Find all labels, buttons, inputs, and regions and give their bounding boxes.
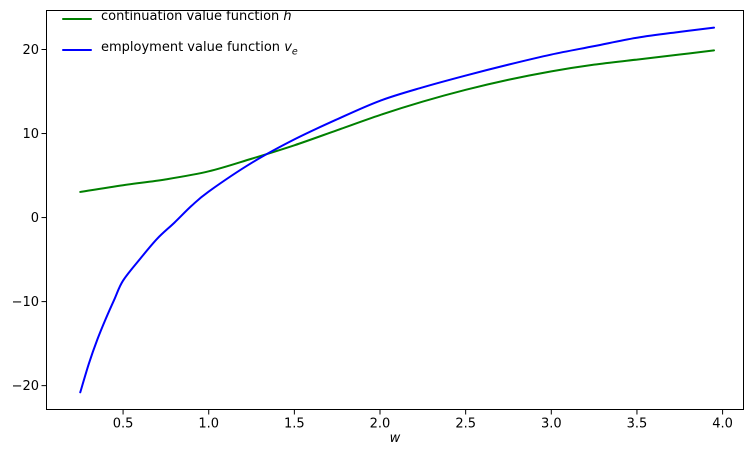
series-line-ve	[79, 26, 716, 394]
x-tick-label: 3.0	[541, 417, 562, 432]
legend-item-ve: employment value function ve	[62, 40, 298, 61]
x-axis-label: w	[390, 431, 401, 446]
legend-label-h-text: continuation value function	[101, 8, 284, 24]
legend-item-h: continuation value function h	[62, 9, 298, 30]
series-lines	[79, 26, 716, 394]
legend-label-ve-sub: e	[291, 46, 298, 58]
x-tick-label: 1.5	[284, 417, 305, 432]
legend-line-h	[62, 17, 92, 21]
y-axis-ticks: −20 −10 0 10 20	[12, 43, 46, 394]
series-line-h	[79, 49, 716, 193]
x-tick-label: 2.0	[370, 417, 391, 432]
y-tick-label: 0	[31, 211, 39, 226]
x-tick-label: 2.5	[455, 417, 476, 432]
y-tick-label: −20	[12, 379, 39, 394]
legend-label-ve-var: v	[284, 39, 292, 55]
legend-label-h-var: h	[283, 8, 292, 24]
y-tick-label: 20	[22, 43, 39, 58]
y-tick-label: 10	[22, 127, 39, 142]
legend-line-ve	[62, 48, 92, 52]
legend-label-ve: employment value function ve	[101, 40, 298, 61]
legend-label-h: continuation value function h	[101, 9, 292, 30]
axes-frame	[46, 10, 744, 410]
x-axis-ticks: 0.5 1.0 1.5 2.0 2.5 3.0 3.5 4.0	[113, 410, 733, 432]
y-tick-label: −10	[12, 295, 39, 310]
x-tick-label: 4.0	[712, 417, 733, 432]
x-tick-label: 0.5	[113, 417, 134, 432]
legend: continuation value function h employment…	[62, 9, 298, 61]
x-tick-label: 1.0	[198, 417, 219, 432]
x-tick-label: 3.5	[627, 417, 648, 432]
legend-label-ve-text: employment value function	[101, 39, 285, 55]
